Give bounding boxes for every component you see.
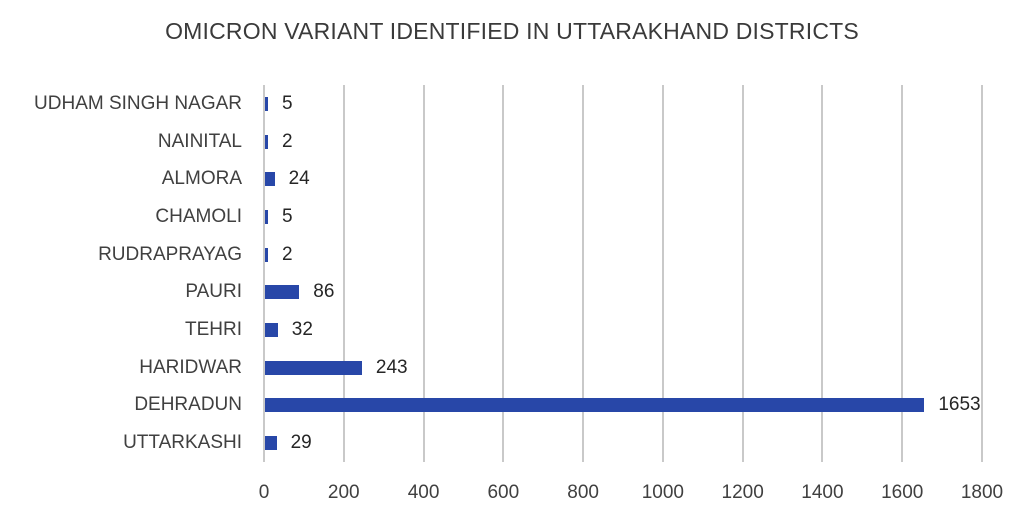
x-tick-label: 400 [407, 482, 440, 503]
x-tick-label: 1200 [721, 482, 764, 503]
x-tick-label: 1600 [881, 482, 924, 503]
bar [265, 436, 277, 451]
data-label: 24 [288, 168, 310, 190]
category-label: CHAMOLI [155, 205, 242, 227]
data-label: 86 [313, 281, 335, 303]
data-label: 2 [282, 243, 293, 265]
bar [265, 247, 268, 262]
chart-title: OMICRON VARIANT IDENTIFIED IN UTTARAKHAN… [165, 18, 859, 44]
bar [265, 360, 362, 375]
bar [265, 285, 300, 300]
x-tick-label: 800 [567, 482, 599, 503]
gridline [502, 85, 505, 462]
category-label: TEHRI [185, 319, 242, 341]
bar [265, 96, 268, 111]
gridline [661, 85, 664, 462]
x-tick-label: 1400 [801, 482, 844, 503]
gridline [582, 85, 585, 462]
category-label: DEHRADUN [134, 394, 242, 416]
bar [265, 398, 925, 413]
x-tick-label: 200 [327, 482, 360, 503]
category-label: UTTARKASHI [123, 432, 242, 454]
x-tick-label: 1000 [641, 482, 685, 503]
data-label: 2 [282, 130, 293, 152]
bar [265, 134, 268, 149]
gridline [422, 85, 425, 462]
bar [265, 323, 278, 338]
category-label: PAURI [185, 281, 242, 303]
category-label: RUDRAPRAYAG [98, 243, 242, 265]
gridline [821, 85, 824, 462]
gridline [342, 85, 345, 462]
x-tick-label: 0 [258, 482, 270, 503]
data-label: 32 [291, 319, 313, 341]
gridline [741, 85, 744, 462]
category-label: NAINITAL [157, 130, 242, 152]
data-label: 243 [375, 356, 408, 378]
category-label: HARIDWAR [139, 356, 242, 378]
gridline [901, 85, 904, 462]
gridline [981, 85, 983, 462]
bar [265, 209, 268, 224]
bar [265, 172, 275, 187]
data-label: 1653 [938, 394, 981, 416]
category-label: UDHAM SINGH NAGAR [34, 92, 242, 114]
gridline [263, 85, 265, 462]
x-tick-label: 600 [487, 482, 520, 503]
x-tick-label: 1800 [960, 482, 1004, 503]
data-label: 5 [282, 92, 293, 114]
data-label: 5 [282, 205, 293, 227]
data-label: 29 [290, 432, 312, 454]
category-label: ALMORA [161, 168, 242, 190]
